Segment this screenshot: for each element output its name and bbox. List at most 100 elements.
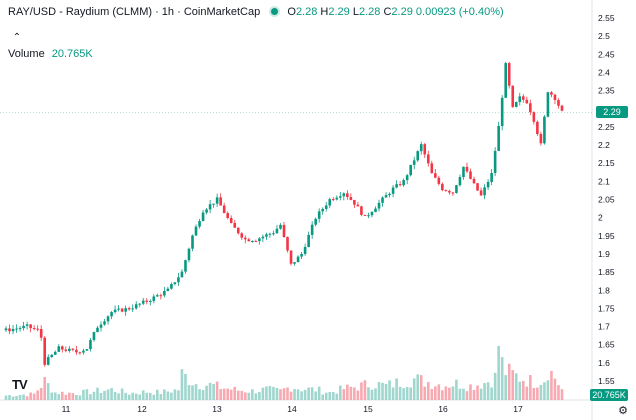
price-tick-label: 2.25 — [598, 122, 615, 132]
candle-body — [68, 348, 71, 351]
candle-body — [349, 197, 353, 200]
volume-bar — [134, 393, 138, 400]
candle-body — [134, 304, 138, 309]
volume-bar — [469, 384, 472, 400]
volume-bar — [46, 383, 50, 400]
candle-body — [395, 184, 398, 188]
volume-bar — [553, 378, 557, 400]
price-tick-label: 2.1 — [598, 176, 610, 186]
candle-body — [465, 166, 469, 172]
volume-bar — [490, 387, 493, 400]
candle-body — [479, 190, 483, 196]
candle-body — [219, 197, 222, 206]
candle-body — [243, 237, 247, 240]
candle-body — [553, 94, 557, 101]
volume-bar — [152, 394, 156, 400]
candle-body — [560, 105, 564, 111]
volume-bar — [247, 392, 251, 400]
volume-bar — [159, 394, 163, 400]
candle-body — [177, 277, 180, 283]
volume-bar — [423, 386, 427, 400]
volume-bar — [286, 387, 289, 400]
volume-bar — [296, 389, 300, 400]
gear-icon[interactable]: ⚙ — [618, 405, 628, 417]
candle-body — [191, 235, 194, 249]
candle-body — [222, 205, 226, 214]
candle-body — [296, 256, 300, 263]
candle-body — [82, 350, 85, 353]
volume-bar — [317, 386, 321, 400]
volume-bar — [120, 388, 124, 400]
volume-bar — [289, 391, 293, 400]
volume-bar — [465, 391, 469, 400]
candle-body — [419, 144, 423, 152]
close-value: 2.29 — [391, 6, 413, 18]
chevron-up-icon[interactable]: ⌃ — [12, 32, 22, 43]
candle-body — [381, 197, 384, 203]
volume-bar — [258, 392, 261, 400]
candle-body — [448, 190, 451, 193]
candle-body — [124, 308, 127, 312]
price-tick-label: 2.4 — [598, 67, 610, 77]
candle-body — [521, 96, 525, 100]
price-tick-label: 2.5 — [598, 31, 610, 41]
volume-bar — [388, 380, 391, 400]
candle-body — [550, 92, 553, 95]
volume-bar — [191, 385, 194, 400]
volume-bar — [426, 382, 430, 400]
candle-body — [500, 97, 504, 127]
volume-bar — [356, 390, 360, 400]
volume-bar — [180, 369, 184, 400]
candle-body — [423, 144, 427, 155]
candle-body — [405, 175, 409, 181]
candle-body — [226, 213, 229, 218]
time-tick-label: 12 — [137, 404, 147, 414]
volume-bar — [124, 392, 127, 400]
tradingview-logo[interactable]: TV — [12, 377, 28, 392]
candle-body — [384, 195, 388, 198]
candle-body — [15, 328, 18, 330]
candle-body — [39, 329, 43, 338]
volume-bar — [8, 395, 11, 400]
candle-body — [131, 308, 134, 310]
candle-body — [321, 208, 325, 212]
candle-body — [490, 172, 493, 182]
candle-body — [532, 112, 536, 122]
volume-bar — [455, 379, 458, 400]
volume-bar — [437, 384, 441, 400]
change-value: 0.00923 (+0.40%) — [415, 6, 504, 18]
candle-body — [307, 234, 310, 247]
volume-bar — [300, 391, 303, 400]
volume-bar — [233, 386, 237, 400]
volume-bar — [138, 394, 142, 400]
candle-body — [145, 300, 149, 302]
volume-bar — [222, 388, 226, 400]
candle-body — [346, 193, 349, 198]
candle-body — [156, 295, 159, 297]
volume-bar — [131, 392, 134, 400]
candle-body — [511, 85, 515, 107]
volume-value: 20.765K — [51, 48, 93, 60]
candle-body — [391, 187, 395, 194]
candle-body — [215, 197, 219, 204]
candle-body — [71, 348, 75, 350]
current-price-tag: 2.29 — [596, 106, 628, 119]
high-label: H — [320, 6, 329, 18]
volume-bar — [462, 388, 465, 400]
volume-bar — [117, 393, 120, 400]
time-tick-label: 15 — [363, 404, 373, 414]
candle-body — [205, 209, 208, 213]
volume-bar — [497, 345, 500, 400]
candle-body — [46, 357, 50, 365]
volume-bar — [546, 380, 550, 400]
volume-bar — [444, 386, 448, 400]
volume-bar — [307, 387, 310, 400]
volume-bar — [377, 382, 381, 400]
volume-bar — [229, 389, 233, 400]
candle-body — [50, 354, 54, 358]
volume-tag: 20.765K — [590, 389, 628, 401]
candle-body — [476, 183, 479, 191]
price-tick-label: 2.05 — [598, 195, 615, 205]
candle-body — [25, 324, 29, 326]
